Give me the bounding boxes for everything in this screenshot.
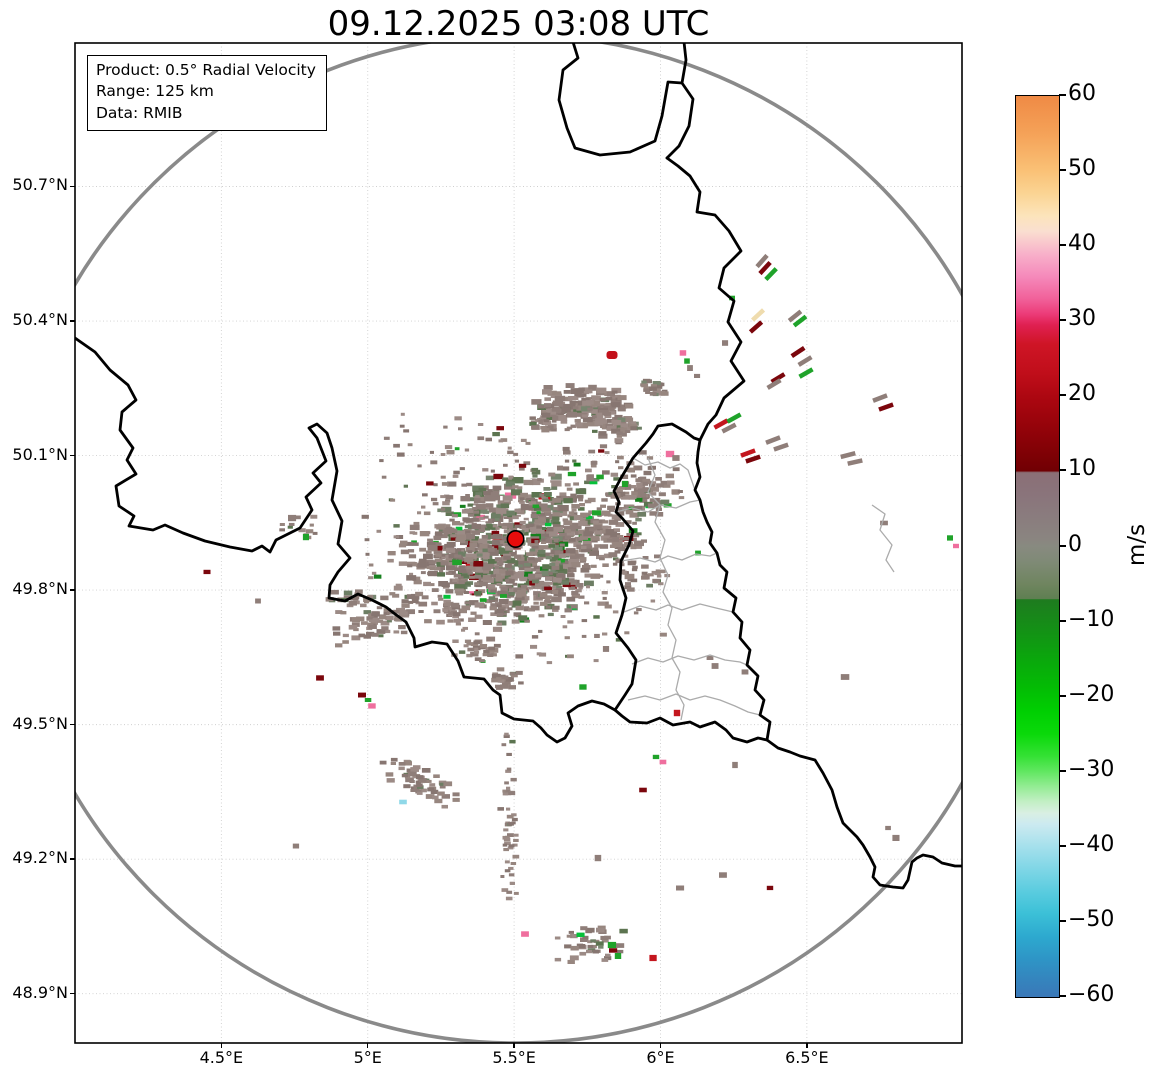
lat-tick-label: 50.4°N	[12, 310, 68, 330]
info-line-data: Data: RMIB	[96, 103, 183, 122]
national-borders	[75, 43, 962, 890]
lon-tick-mark	[367, 1043, 369, 1048]
colorbar-tick-mark	[1059, 169, 1066, 172]
colorbar-tick-label: −10	[1068, 606, 1115, 632]
lat-tick-label: 49.5°N	[12, 713, 68, 733]
colorbar-tick-label: 0	[1068, 531, 1082, 557]
lat-tick-label: 50.1°N	[12, 444, 68, 464]
velocity-echoes	[203, 253, 959, 964]
lat-tick-label: 48.9°N	[12, 982, 68, 1002]
lon-tick-mark	[806, 1043, 808, 1048]
strong-velocity-cell	[606, 351, 618, 359]
lon-tick-label: 5°E	[353, 1048, 382, 1067]
lat-tick-label: 50.7°N	[12, 175, 68, 195]
colorbar-tick-label: 40	[1068, 231, 1096, 257]
colorbar-tick-label: 20	[1068, 381, 1096, 407]
lat-tick-mark	[70, 320, 75, 322]
lat-tick-mark	[70, 185, 75, 188]
colorbar-tick-mark	[1059, 319, 1066, 322]
colorbar-tick-mark	[1059, 919, 1066, 922]
lon-tick-label: 5.5°E	[492, 1048, 536, 1067]
colorbar-tick-label: −30	[1068, 756, 1115, 782]
lon-tick-label: 6.5°E	[785, 1048, 829, 1067]
lon-tick-label: 4.5°E	[199, 1048, 244, 1067]
colorbar-gradient	[1015, 95, 1060, 998]
info-line-product: Product: 0.5° Radial Velocity	[96, 61, 316, 79]
lon-tick-mark	[220, 1043, 223, 1048]
colorbar-tick-mark	[1059, 619, 1066, 622]
info-box: Product: 0.5° Radial Velocity Range: 125…	[87, 55, 327, 132]
colorbar-tick-mark	[1059, 544, 1066, 547]
colorbar-tick-label: 50	[1068, 156, 1096, 182]
lat-tick-mark	[70, 454, 75, 457]
lon-tick-mark	[659, 1043, 662, 1048]
lon-tick-mark	[513, 1043, 515, 1048]
axes-spine	[74, 42, 963, 1044]
colorbar-tick-label: 10	[1068, 456, 1096, 482]
radar-site-marker	[506, 529, 525, 548]
colorbar-tick-label: −50	[1068, 906, 1115, 932]
lat-tick-label: 49.8°N	[12, 579, 68, 599]
colorbar-tick-label: −20	[1068, 681, 1115, 707]
lat-tick-mark	[70, 992, 75, 995]
colorbar-tick-mark	[1059, 995, 1066, 997]
colorbar-tick-mark	[1059, 694, 1066, 697]
map-content	[75, 43, 962, 1043]
colorbar-tick-mark	[1059, 94, 1066, 96]
colorbar-tick-mark	[1059, 394, 1066, 397]
colorbar-tick-mark	[1059, 769, 1066, 772]
colorbar-tick-label: −40	[1068, 831, 1115, 857]
figure-title: 09.12.2025 03:08 UTC	[327, 4, 710, 44]
lon-tick-label: 6°E	[646, 1048, 675, 1067]
colorbar-tick-mark	[1059, 469, 1066, 472]
colorbar-tick-mark	[1059, 244, 1066, 247]
lat-tick-label: 49.2°N	[12, 848, 68, 868]
colorbar-tick-label: 60	[1068, 81, 1096, 106]
colorbar-tick-mark	[1059, 844, 1066, 847]
lat-tick-mark	[70, 858, 75, 860]
colorbar-unit-label: m/s	[1124, 523, 1150, 567]
info-line-range: Range: 125 km	[96, 82, 214, 101]
colorbar-tick-label: −60	[1068, 982, 1115, 1007]
lat-tick-mark	[70, 723, 75, 726]
lat-tick-mark	[70, 589, 75, 591]
colorbar-tick-label: 30	[1068, 306, 1096, 332]
regional-borders	[615, 457, 895, 721]
